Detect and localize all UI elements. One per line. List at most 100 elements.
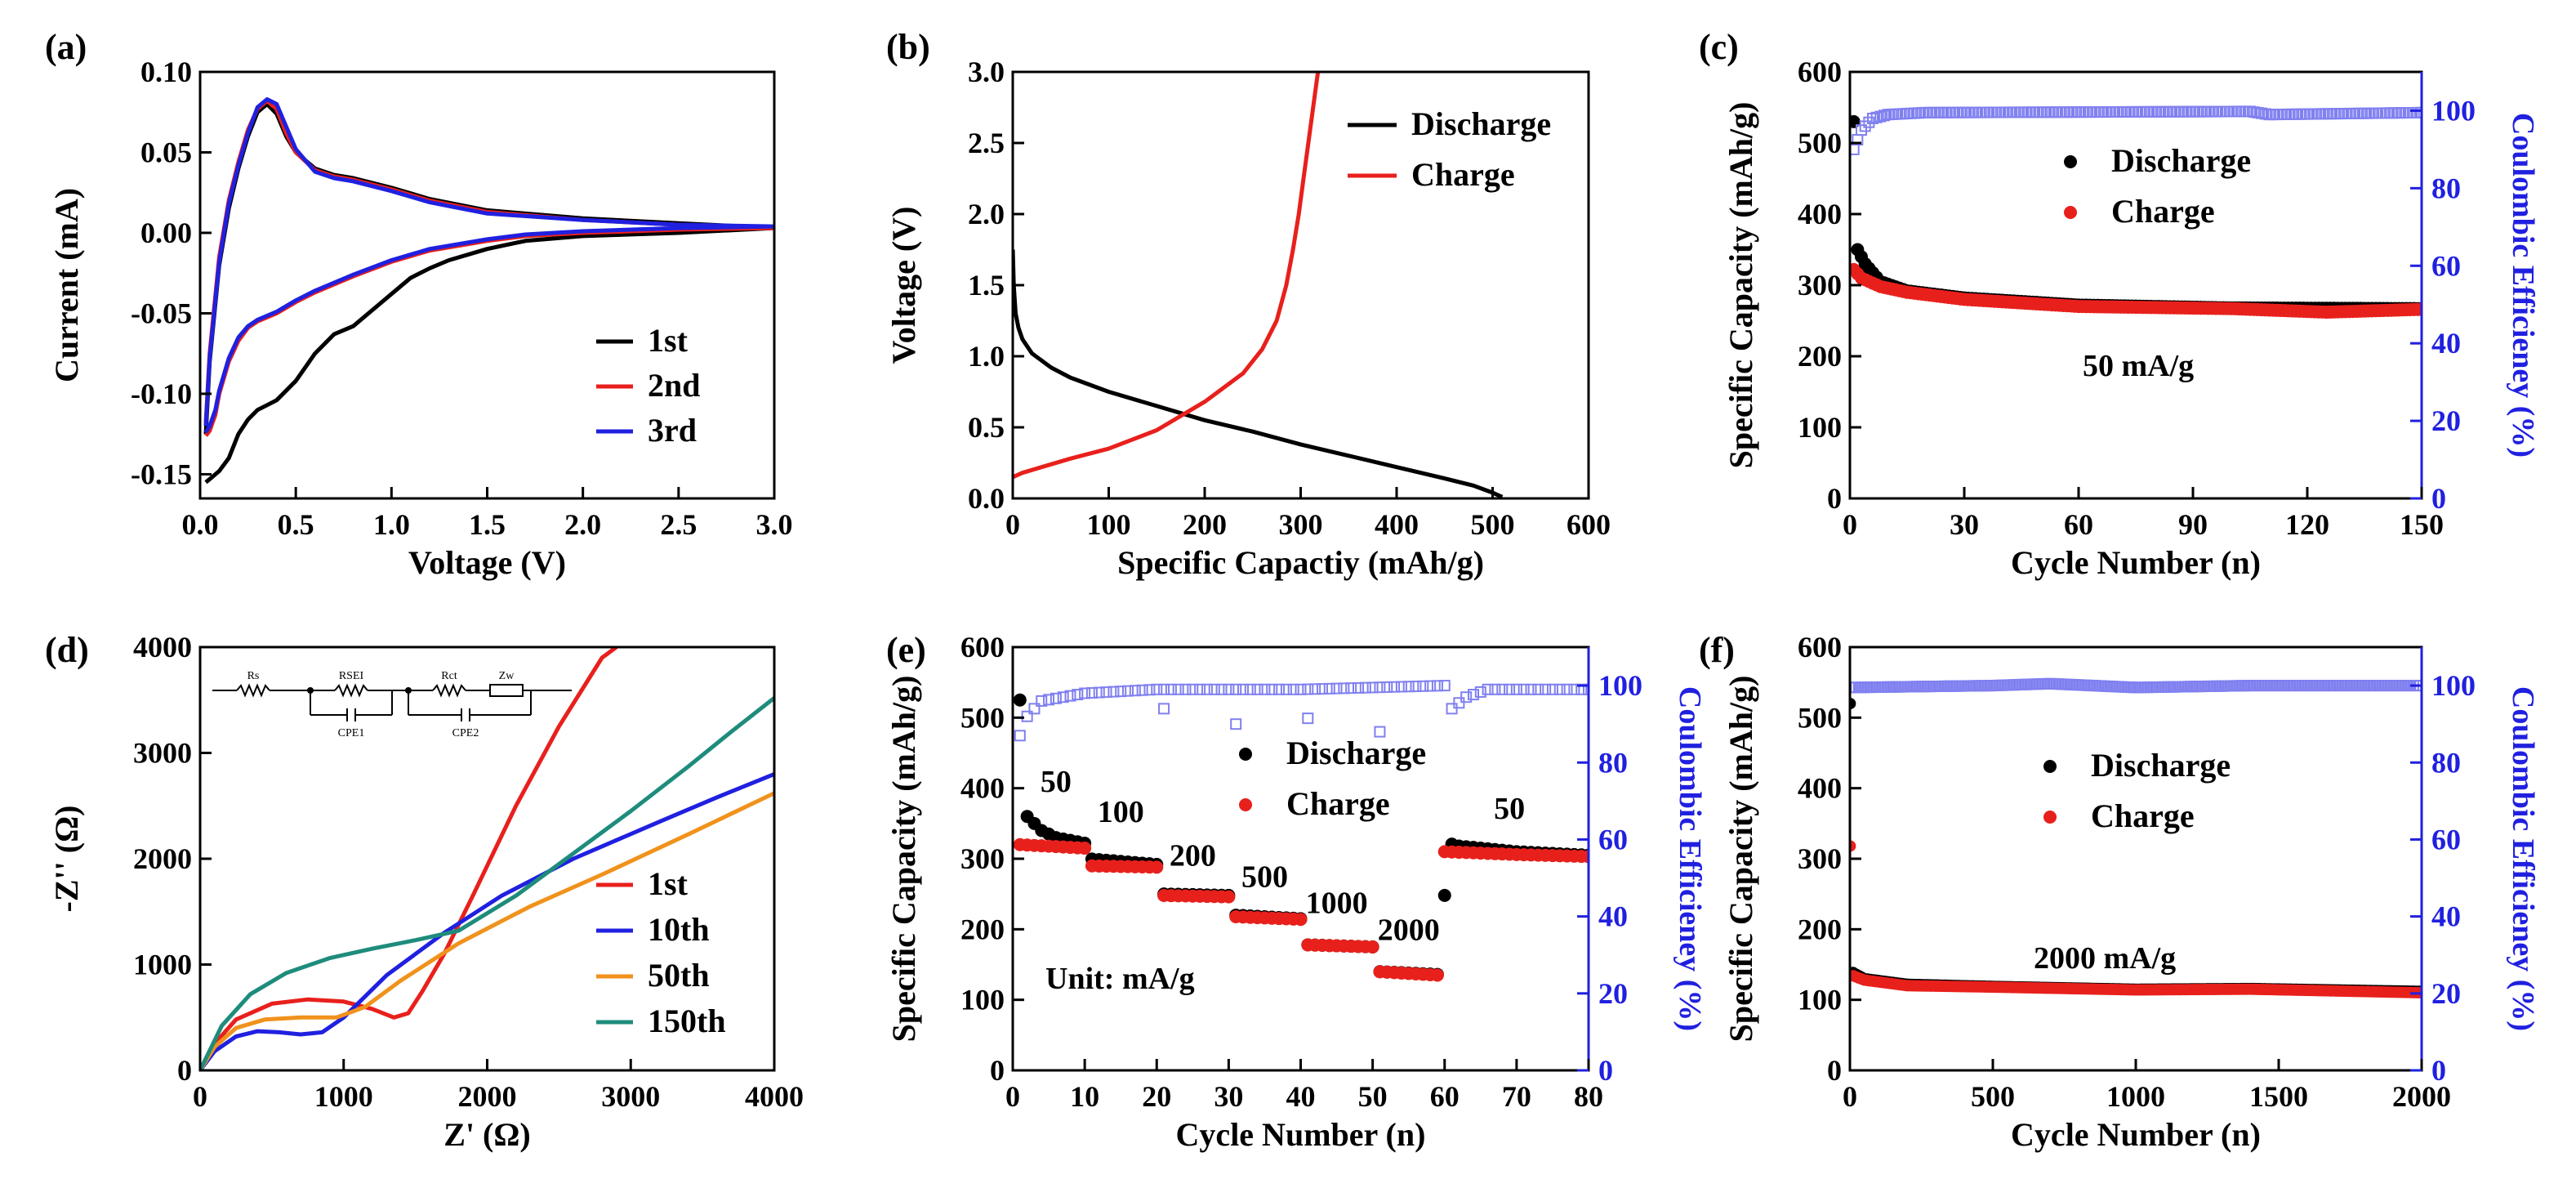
ce-point: [1072, 689, 1084, 701]
data-point: [1430, 968, 1444, 982]
data-point: [1850, 840, 1856, 852]
panel-c: (c)0 30 60 90 120 150010020030040050060002040…: [1699, 27, 2540, 581]
circuit-label: CPE2: [452, 727, 479, 739]
x-tick-label: 50: [1358, 1080, 1388, 1113]
x-tick-label: 0.5: [278, 508, 314, 541]
x-tick-label: 4000: [745, 1080, 804, 1113]
data-layer: [1013, 680, 1589, 982]
legend-marker: [1239, 748, 1252, 761]
ce-point: [1525, 683, 1537, 695]
data-point: [1850, 698, 1856, 710]
x-tick-label: 2000: [458, 1080, 517, 1113]
y-right-tick-label: 0: [2431, 482, 2446, 515]
y-tick-label: 100: [1798, 411, 1842, 444]
legend-label: 1st: [648, 865, 689, 902]
ce-point: [1504, 683, 1516, 695]
x-tick-label: 30: [1214, 1080, 1243, 1113]
y-axis-label: Specific Capacity (mAh/g): [885, 676, 922, 1043]
panel-d: (d) 0 1000 2000 3000 4000 0 1000 2000 3000 4000 Z' …: [45, 630, 804, 1153]
data-point: [1582, 850, 1589, 864]
data-point: [1222, 890, 1236, 904]
ce-point: [1165, 683, 1177, 695]
series-line-10th: [200, 772, 774, 1070]
y-tick-label: 100: [960, 984, 1005, 1016]
legend-label: Discharge: [1411, 105, 1551, 142]
y-tick-label: 0: [1827, 1054, 1842, 1087]
x-tick-label: 10: [1070, 1080, 1099, 1113]
y-tick-label: 100: [1798, 984, 1842, 1016]
ce-point: [1859, 120, 1871, 132]
y-tick-label: 2.5: [968, 127, 1005, 159]
x-tick-label: 2.0: [564, 508, 601, 541]
legend-marker: [2064, 155, 2077, 168]
ce-outlier-point: [1302, 712, 1314, 725]
x-tick-label: 3000: [601, 1080, 660, 1113]
y-right-axis-label: Coulombic Efficieney (%): [2506, 686, 2540, 1031]
data-layer: [1013, 72, 1504, 498]
x-tick-label: 120: [2285, 508, 2329, 541]
plot-frame: [1848, 70, 2423, 500]
x-tick-label: 0: [1005, 508, 1020, 541]
data-point: [1437, 888, 1451, 902]
y-tick-label: 400: [1798, 198, 1842, 230]
data-point: [1013, 693, 1027, 707]
y-tick-label: 500: [1798, 701, 1842, 734]
series-line-3rd: [203, 97, 774, 434]
x-tick-label: 1500: [2249, 1080, 2308, 1113]
x-axis-label: Cycle Number (n): [2011, 1116, 2261, 1153]
y-axis-label: Voltage (V): [885, 207, 922, 364]
panel-f: (f)0 500 1000 1500 2000010020030040050060002…: [1699, 630, 2540, 1153]
circuit-label: CPE1: [338, 727, 365, 739]
y-right-tick-label: 40: [1598, 900, 1628, 933]
legend-label: 3rd: [648, 412, 697, 449]
y-tick-label: 0.5: [968, 411, 1005, 444]
y-tick-label: 3000: [133, 737, 192, 770]
ce-point: [1179, 683, 1192, 695]
data-point: [1294, 913, 1308, 927]
ce-point: [1532, 683, 1544, 695]
ce-point: [1359, 681, 1371, 694]
x-tick-label: 60: [2064, 508, 2093, 541]
x-tick-label: 1000: [2106, 1080, 2165, 1113]
panel-label: (e): [886, 630, 926, 670]
ce-point: [1870, 111, 1883, 123]
ce-point: [1561, 683, 1573, 695]
series-line-charge: [1013, 72, 1321, 480]
x-tick-label: 0.0: [182, 508, 219, 541]
ce-point: [1395, 681, 1407, 693]
ce-point: [1237, 683, 1249, 695]
y-right-tick-label: 80: [2431, 746, 2461, 779]
series-line-1st: [200, 647, 618, 1070]
y-tick-label: 600: [1798, 56, 1842, 88]
ce-point: [1259, 683, 1271, 695]
ce-point: [1546, 683, 1558, 695]
ce-point: [1014, 730, 1026, 742]
legend-label: 10th: [648, 911, 710, 948]
ce-point: [1410, 681, 1422, 693]
series-line-150th: [200, 696, 774, 1070]
data-point: [1078, 842, 1092, 855]
panel-label: (b): [886, 27, 930, 67]
ce-point: [1108, 686, 1120, 698]
ce-point: [1028, 703, 1041, 715]
ce-point: [1879, 109, 1890, 122]
ce-point: [1323, 682, 1335, 695]
x-tick-label: 600: [1567, 508, 1611, 541]
data-layer: [203, 97, 774, 485]
ce-point: [1215, 683, 1228, 695]
y-tick-label: 2000: [133, 842, 192, 875]
y-tick-label: -0.10: [131, 377, 192, 410]
x-axis-label: Voltage (V): [408, 544, 566, 581]
ce-point: [1388, 681, 1401, 693]
y-axis-label: Specific Capacity (mAh/g): [1723, 676, 1759, 1043]
panel-a: (a) 0.0 0.5 1.0 1.5 2.0 2.5 3.0 -0.15 -0.10 -0.05 0…: [45, 27, 793, 581]
y-right-tick-label: 20: [2431, 404, 2461, 437]
rate-label: 200: [1170, 839, 1216, 873]
chart-annotation: 50 mA/g: [2083, 349, 2194, 383]
ce-point: [1036, 695, 1048, 707]
legend-label: Charge: [1286, 785, 1390, 822]
ce-point: [1057, 691, 1069, 703]
ce-point: [1510, 683, 1522, 695]
ce-point: [1287, 683, 1299, 695]
